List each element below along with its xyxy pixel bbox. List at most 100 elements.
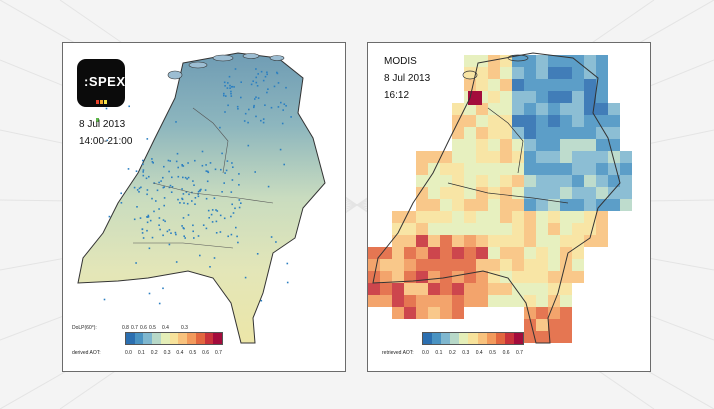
spex-dot — [184, 176, 187, 179]
spex-dot — [197, 195, 200, 198]
modis-grid-cell — [452, 163, 464, 175]
spex-dot — [175, 160, 178, 163]
modis-grid-cell — [464, 247, 476, 259]
colorbar-segment — [187, 333, 196, 344]
spex-dot — [205, 164, 207, 166]
modis-grid-cell — [392, 283, 404, 295]
modis-grid-cell — [416, 307, 428, 319]
spex-dot — [171, 186, 174, 188]
spex-dot — [223, 92, 225, 95]
colorbar-tick-label: 0.3 — [181, 325, 188, 331]
modis-grid-cell — [536, 91, 548, 103]
spex-dot — [146, 193, 148, 196]
spex-dot — [148, 292, 151, 295]
modis-grid-cell — [476, 151, 488, 163]
modis-grid-cell — [476, 283, 488, 295]
colorbar-tick-label: 0.7 — [215, 350, 222, 356]
spex-dot — [230, 90, 232, 93]
spex-dot — [164, 220, 166, 223]
modis-grid-cell — [548, 139, 560, 151]
spex-dot — [231, 162, 233, 164]
modis-grid-cell — [560, 187, 572, 199]
modis-grid-cell — [416, 199, 428, 211]
modis-grid-cell — [464, 283, 476, 295]
modis-grid-cell — [392, 307, 404, 319]
colorbar-tick-label: 0.6 — [140, 325, 147, 331]
spex-dot — [254, 98, 256, 100]
modis-grid-cell — [512, 79, 524, 91]
modis-grid-cell — [476, 175, 488, 187]
modis-grid-cell — [416, 271, 428, 283]
spex-dot — [264, 104, 266, 106]
modis-grid-cell — [404, 271, 416, 283]
spex-dot — [142, 159, 144, 162]
modis-grid-cell — [512, 91, 524, 103]
modis-grid-cell — [548, 151, 560, 163]
modis-grid-cell — [596, 91, 608, 103]
modis-grid-cell — [512, 151, 524, 163]
modis-grid-cell — [500, 127, 512, 139]
colorbar-tick-label: 0.7 — [131, 325, 138, 331]
spex-logo-text: :SPEX — [84, 74, 126, 89]
modis-grid-cell — [500, 91, 512, 103]
spex-dot — [219, 126, 221, 129]
spex-time: 14:00-21:00 — [79, 136, 133, 147]
modis-grid-cell — [572, 259, 584, 271]
spex-dot — [197, 235, 200, 237]
modis-grid-cell — [560, 151, 572, 163]
spex-dot — [142, 163, 144, 166]
spex-dot — [264, 75, 267, 78]
modis-grid-cell — [440, 163, 452, 175]
spex-dot — [145, 177, 148, 180]
colorbar-segment — [213, 333, 223, 344]
modis-grid-cell — [404, 223, 416, 235]
spex-dot — [206, 180, 209, 183]
modis-grid-cell — [608, 127, 620, 139]
modis-grid-cell — [536, 331, 548, 343]
modis-grid-cell — [368, 247, 380, 259]
modis-grid-cell — [560, 175, 572, 187]
modis-title: MODIS — [384, 56, 417, 67]
modis-grid-cell — [584, 115, 596, 127]
spex-dot — [214, 168, 217, 171]
modis-grid-cell — [536, 79, 548, 91]
modis-grid-cell — [464, 223, 476, 235]
modis-grid-cell — [536, 127, 548, 139]
colorbar-tick-label: 0.0 — [125, 350, 132, 356]
modis-grid-cell — [560, 307, 572, 319]
modis-grid-cell — [476, 211, 488, 223]
spex-dot — [146, 216, 148, 218]
colorbar-segment — [495, 333, 505, 344]
modis-grid-cell — [440, 199, 452, 211]
spex-dot — [221, 152, 223, 155]
colorbar-segment — [160, 333, 170, 344]
modis-grid-cell — [536, 175, 548, 187]
modis-grid-cell — [548, 67, 560, 79]
spex-dot — [202, 224, 205, 226]
modis-grid-cell — [476, 223, 488, 235]
modis-grid-cell — [548, 283, 560, 295]
spex-dot — [151, 197, 153, 200]
modis-grid-cell — [452, 127, 464, 139]
modis-grid-cell — [392, 211, 404, 223]
spex-dot — [260, 119, 262, 122]
spex-dot — [186, 178, 188, 180]
spex-dot — [133, 218, 136, 221]
spex-dot — [235, 226, 237, 229]
spex-dot — [207, 171, 210, 174]
spex-dot — [181, 225, 183, 227]
spex-dot — [213, 197, 216, 199]
spex-dot — [240, 81, 242, 83]
modis-grid-cell — [596, 79, 608, 91]
modis-grid-cell — [464, 67, 476, 79]
modis-grid-cell — [548, 223, 560, 235]
modis-grid-cell — [500, 79, 512, 91]
modis-grid-cell — [584, 127, 596, 139]
modis-grid-cell — [524, 91, 536, 103]
colorbar-tick-label: 0.4 — [176, 350, 184, 356]
spex-dot — [142, 174, 145, 177]
modis-grid-cell — [476, 187, 488, 199]
modis-grid-cell — [476, 295, 488, 307]
modis-grid-cell — [464, 139, 476, 151]
modis-grid-cell — [620, 163, 632, 175]
